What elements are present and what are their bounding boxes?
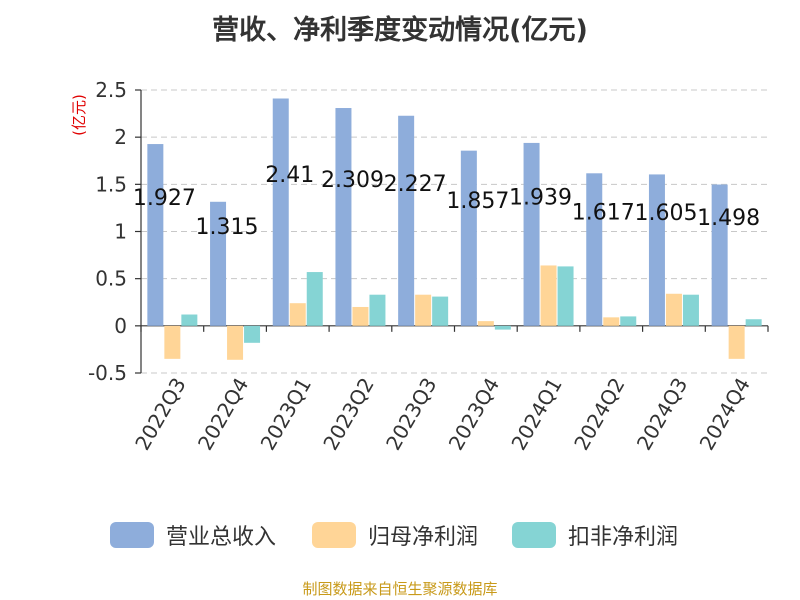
legend-item-net-profit[interactable]: 归母净利润 — [312, 518, 478, 552]
x-tick-label: 2023Q3 — [381, 374, 441, 455]
bar-2023Q4-s2 — [494, 325, 511, 330]
bar-2023Q2-s1 — [352, 306, 369, 326]
bar-2024Q4-s0 — [711, 184, 728, 326]
bar-2023Q4-s0 — [460, 150, 477, 326]
data-label: 2.227 — [384, 172, 447, 197]
x-tick-label: 2024Q4 — [695, 374, 755, 455]
bar-2023Q3-s2 — [432, 296, 449, 326]
legend-label-revenue: 营业总收入 — [166, 525, 277, 550]
bar-2023Q1-s2 — [306, 272, 323, 326]
data-label: 1.617 — [572, 201, 635, 226]
bar-2024Q2-s2 — [620, 316, 637, 326]
bar-2023Q2-s0 — [335, 108, 352, 326]
bar-2022Q3-s0 — [147, 144, 164, 326]
bar-2023Q1-s0 — [272, 98, 289, 326]
bar-2022Q4-s0 — [210, 201, 227, 326]
y-tick-label: 2 — [114, 125, 127, 149]
bar-2024Q4-s2 — [745, 319, 762, 326]
legend-item-revenue[interactable]: 营业总收入 — [110, 518, 276, 552]
bar-2024Q1-s0 — [523, 142, 540, 326]
y-tick-label: 0.5 — [95, 267, 127, 291]
bar-2024Q3-s1 — [665, 293, 682, 326]
bar-2023Q1-s1 — [289, 303, 306, 326]
x-tick-label: 2024Q1 — [506, 374, 566, 455]
data-label: 1.927 — [133, 186, 196, 211]
x-tick-label: 2023Q1 — [256, 374, 316, 455]
data-label: 1.498 — [697, 206, 760, 231]
bar-2024Q2-s1 — [603, 317, 620, 326]
bar-2024Q3-s2 — [682, 294, 699, 326]
bar-2023Q4-s1 — [477, 321, 494, 326]
y-tick-label: 1.5 — [95, 172, 127, 196]
grid-lines — [141, 89, 768, 374]
bar-2022Q3-s2 — [181, 314, 198, 326]
data-label: 2.309 — [321, 168, 384, 193]
legend-item-deducted-profit[interactable]: 扣非净利润 — [512, 518, 678, 552]
y-axis-label: (亿元) — [70, 94, 88, 136]
data-label: 1.315 — [196, 215, 259, 240]
bar-2023Q3-s1 — [415, 294, 432, 326]
legend-label-net-profit: 归母净利润 — [368, 525, 479, 550]
y-tick-label: 2.5 — [95, 78, 127, 102]
bar-2022Q4-s2 — [244, 325, 261, 343]
x-tick-label: 2023Q4 — [444, 373, 504, 454]
legend: 营业总收入 归母净利润 扣非净利润 — [0, 518, 800, 552]
legend-label-deducted-profit: 扣非净利润 — [568, 525, 679, 550]
legend-swatch-deducted-profit — [512, 522, 556, 548]
chart-title: 营收、净利季度变动情况(亿元) — [212, 15, 588, 46]
bar-2024Q4-s1 — [728, 325, 745, 359]
source-note: 制图数据来自恒生聚源数据库 — [302, 580, 498, 598]
data-label: 2.41 — [265, 163, 314, 188]
y-tick-label: -0.5 — [88, 361, 127, 385]
bar-2022Q4-s1 — [227, 325, 244, 360]
bar-2024Q2-s0 — [586, 173, 603, 326]
data-label: 1.857 — [446, 189, 509, 214]
x-tick-label: 2023Q2 — [318, 374, 378, 455]
x-tick-label: 2024Q2 — [569, 374, 629, 455]
bar-2024Q1-s1 — [540, 265, 557, 326]
x-tick-label: 2024Q3 — [632, 374, 692, 455]
data-label: 1.605 — [634, 201, 697, 226]
y-tick-label: 0 — [114, 314, 127, 338]
data-label: 1.939 — [509, 185, 572, 210]
bar-2024Q3-s0 — [648, 174, 665, 326]
bar-2022Q3-s1 — [164, 325, 181, 359]
axes: -0.5 0 0.5 1 1.5 2 2.5 2022Q3 2022Q4 2023Q1 2023Q2… — [88, 78, 769, 455]
bar-2023Q3-s0 — [398, 115, 415, 326]
bars — [147, 98, 762, 360]
legend-swatch-net-profit — [312, 522, 356, 548]
x-tick-label: 2022Q4 — [193, 374, 253, 455]
y-tick-label: 1 — [114, 220, 127, 244]
x-tick-label: 2022Q3 — [130, 374, 190, 455]
legend-swatch-revenue — [110, 522, 154, 548]
bar-2023Q2-s2 — [369, 294, 386, 326]
bar-2024Q1-s2 — [557, 266, 574, 326]
